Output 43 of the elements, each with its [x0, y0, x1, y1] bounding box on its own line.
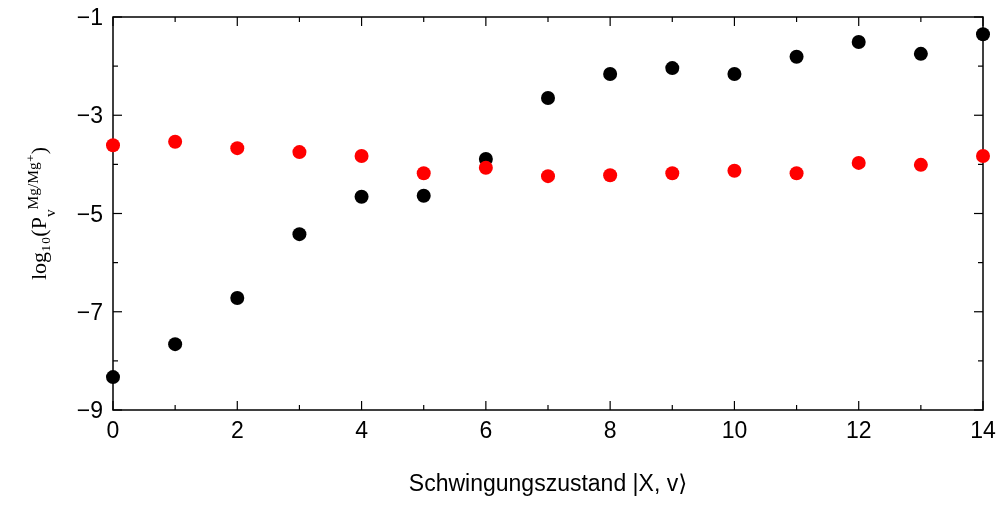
point [727, 163, 742, 178]
point [789, 49, 804, 64]
point [416, 188, 431, 203]
x-axis-title: Schwingungszustand |X, v⟩ [408, 470, 688, 496]
point [665, 166, 680, 181]
point [354, 189, 369, 204]
point [292, 227, 307, 242]
x-tick-label: 10 [721, 417, 748, 443]
point [168, 134, 183, 149]
point [292, 145, 307, 160]
point [603, 66, 618, 81]
y-tick-label: −5 [76, 200, 103, 227]
x-tick-label: 14 [970, 417, 996, 443]
point [603, 168, 618, 183]
point [541, 91, 555, 106]
x-tick-label: 0 [106, 417, 120, 443]
point [541, 169, 555, 184]
point [230, 141, 245, 156]
point [354, 149, 369, 164]
point [976, 149, 990, 164]
x-tick-label: 8 [603, 417, 617, 443]
point [665, 61, 680, 76]
point [106, 138, 120, 153]
y-tick-label: −9 [76, 397, 103, 424]
point [168, 337, 183, 352]
point [851, 35, 866, 50]
y-tick-label: −1 [76, 4, 103, 31]
x-tick-label: 4 [355, 417, 369, 443]
x-tick-label: 12 [845, 417, 872, 443]
point [913, 157, 928, 172]
point [851, 155, 866, 170]
y-tick-label: −7 [76, 298, 103, 325]
point [106, 370, 120, 385]
point [230, 291, 245, 305]
point [727, 66, 742, 81]
point [416, 166, 431, 181]
point [976, 27, 990, 42]
x-tick-label: 6 [479, 417, 493, 443]
x-tick-label: 2 [230, 417, 244, 443]
point [789, 166, 804, 181]
point [478, 160, 493, 175]
point [913, 46, 928, 61]
y-tick-label: −3 [76, 102, 103, 129]
